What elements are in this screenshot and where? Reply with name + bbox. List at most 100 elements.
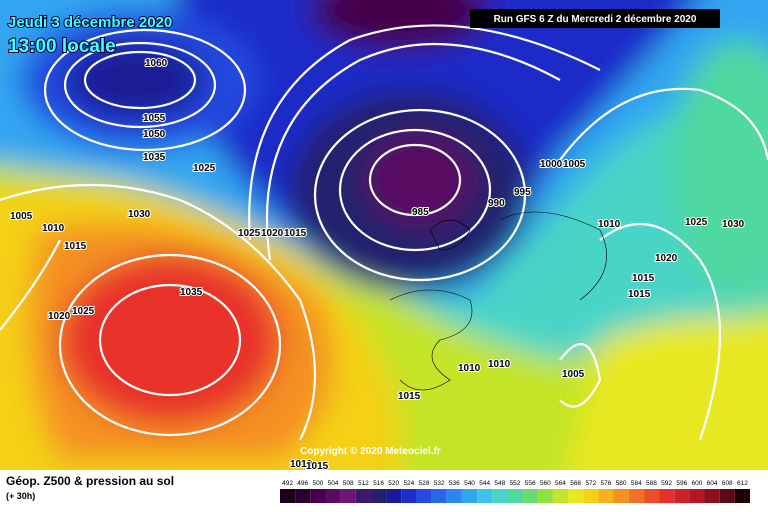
scale-swatch <box>507 489 523 503</box>
scale-label: 596 <box>676 480 687 487</box>
isobar-label: 1005 <box>562 369 585 380</box>
scale-swatch <box>295 489 311 503</box>
scale-swatch <box>461 489 478 503</box>
scale-label: 608 <box>722 480 733 487</box>
scale-swatch <box>568 489 584 503</box>
isobar-label: 1030 <box>722 219 745 230</box>
footer-subtitle: (+ 30h) <box>6 491 36 501</box>
isobar-label: 1010 <box>598 219 621 230</box>
geopotential-field <box>0 0 768 470</box>
isobars <box>0 24 768 441</box>
footer-title: Géop. Z500 & pression au sol <box>6 474 175 488</box>
scale-label: 540 <box>464 480 475 487</box>
scale-swatch <box>628 489 644 503</box>
isobar-label: 1015 <box>64 241 87 252</box>
isobar-label: 995 <box>514 187 531 198</box>
scale-swatch <box>537 489 553 503</box>
scale-label: 524 <box>403 480 414 487</box>
scale-swatch <box>416 489 432 503</box>
isobar-label: 1015 <box>284 228 307 239</box>
scale-label: 560 <box>540 480 551 487</box>
scale-swatch <box>598 489 614 503</box>
scale-swatch <box>674 489 690 503</box>
isobar-label: 1015 <box>628 289 651 300</box>
scale-swatch <box>370 489 387 503</box>
scale-swatch <box>355 489 371 503</box>
scale-swatch <box>386 489 402 503</box>
scale-label: 600 <box>692 480 703 487</box>
scale-swatch <box>643 489 660 503</box>
scale-swatch <box>552 489 569 503</box>
scale-label: 556 <box>525 480 536 487</box>
isobar-label: 1010 <box>290 459 313 470</box>
isobar-label: 1005 <box>563 159 586 170</box>
forecast-date: Jeudi 3 décembre 2020 <box>8 14 172 31</box>
scale-swatch <box>492 489 508 503</box>
scale-label: 604 <box>707 480 718 487</box>
scale-swatch <box>401 489 417 503</box>
scale-label: 568 <box>570 480 581 487</box>
isobar-label: 1030 <box>128 209 151 220</box>
scale-label: 544 <box>479 480 490 487</box>
scale-label: 612 <box>737 480 748 487</box>
isobar-label: 1025 <box>685 217 708 228</box>
scale-label: 516 <box>373 480 384 487</box>
isobar-label: 1015 <box>632 273 655 284</box>
isobar-label: 1010 <box>488 359 511 370</box>
isobar-labels: 1060105510501035102510301005101010151020… <box>9 57 746 470</box>
isobar-label: 1010 <box>458 363 481 374</box>
isobar-label: 990 <box>488 198 505 209</box>
scale-label: 532 <box>434 480 445 487</box>
scale-swatch <box>719 489 735 503</box>
isobar-label: 1050 <box>143 129 166 140</box>
scale-label: 492 <box>282 480 293 487</box>
scale-label: 588 <box>646 480 657 487</box>
scale-swatch <box>310 489 326 503</box>
scale-label: 508 <box>343 480 354 487</box>
scale-swatch <box>280 489 296 503</box>
isobar-label: 1025 <box>193 163 216 174</box>
scale-label: 520 <box>388 480 399 487</box>
scale-label: 576 <box>601 480 612 487</box>
scale-swatch <box>446 489 462 503</box>
run-info: Run GFS 6 Z du Mercredi 2 décembre 2020 <box>494 14 697 25</box>
isobar-label: 985 <box>412 207 429 218</box>
scale-swatch <box>431 489 447 503</box>
scale-label: 512 <box>358 480 369 487</box>
coastlines <box>389 211 607 391</box>
scale-label: 504 <box>328 480 339 487</box>
scale-label: 536 <box>449 480 460 487</box>
isobar-label: 1010 <box>42 223 65 234</box>
isobar-label: 1015 <box>398 391 421 402</box>
scale-label: 552 <box>510 480 521 487</box>
weather-map: Run GFS 6 Z du Mercredi 2 décembre 2020 … <box>0 0 768 470</box>
isobar-label: 1025 <box>72 306 95 317</box>
scale-swatch <box>659 489 675 503</box>
scale-swatch <box>340 489 356 503</box>
isobar-label: 1005 <box>10 211 33 222</box>
scale-label: 580 <box>616 480 627 487</box>
scale-swatch <box>734 489 750 503</box>
forecast-time: 13:00 locale <box>8 36 116 57</box>
isobar-label: 1020 <box>655 253 678 264</box>
scale-label: 500 <box>312 480 323 487</box>
isobar-label: 1055 <box>143 113 166 124</box>
scale-label: 564 <box>555 480 566 487</box>
scale-label: 528 <box>419 480 430 487</box>
scale-swatch <box>689 489 705 503</box>
run-box <box>470 9 720 28</box>
isobar-label: 1015 <box>306 461 329 470</box>
scale-swatch <box>704 489 720 503</box>
isobar-label: 1020 <box>261 228 284 239</box>
isobar-label: 1035 <box>180 287 203 298</box>
scale-swatch <box>583 489 599 503</box>
isobar-label: 1000 <box>540 159 563 170</box>
isobar-label: 1020 <box>48 311 71 322</box>
color-scale: 492 496 500 504 508 512 516 520 524 528 532 536 540 5… <box>280 480 750 503</box>
scale-label: 496 <box>297 480 308 487</box>
scale-label: 592 <box>661 480 672 487</box>
scale-swatch <box>613 489 629 503</box>
scale-swatch <box>325 489 341 503</box>
isobar-label: 1025 <box>238 228 261 239</box>
